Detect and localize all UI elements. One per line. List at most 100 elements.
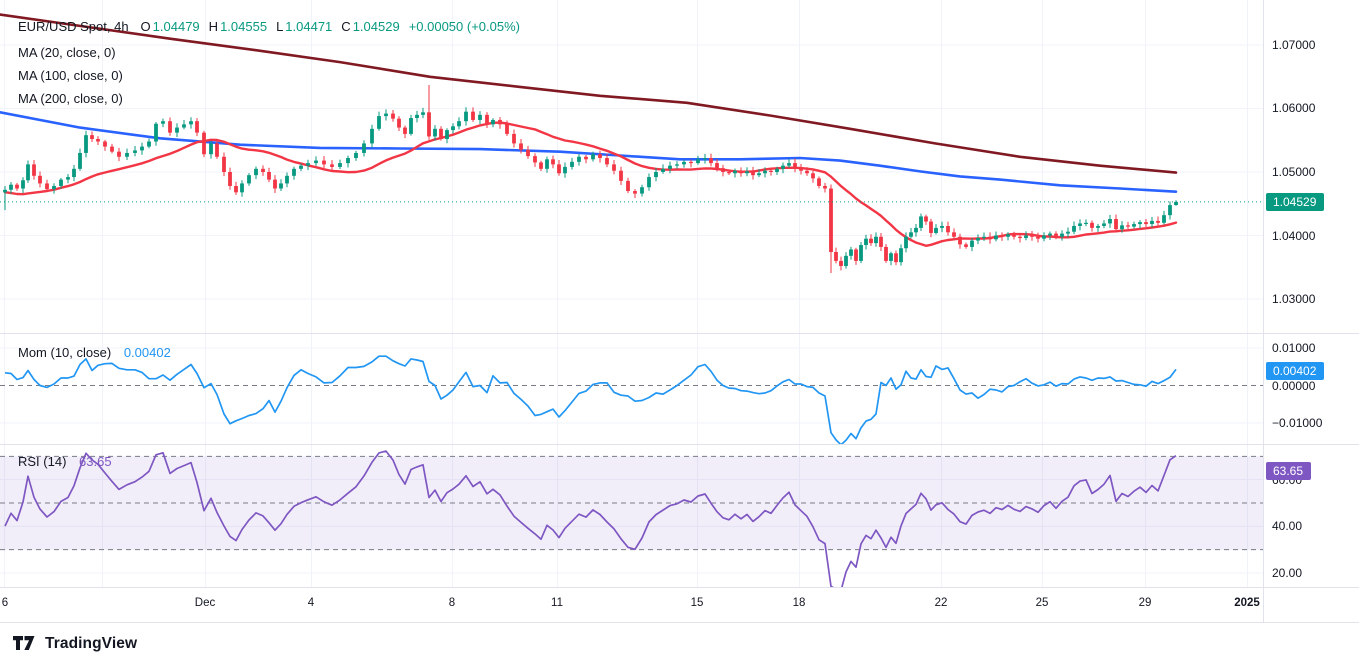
candle-body	[839, 260, 843, 266]
mom-axis-label: 0.00000	[1272, 378, 1316, 393]
candle-body	[854, 249, 858, 261]
candle-body	[279, 183, 283, 189]
candle-body	[763, 170, 767, 174]
ma-legend-row-2[interactable]: MA (200, close, 0)	[18, 91, 123, 106]
candle-body	[133, 150, 137, 153]
candle-body	[354, 152, 358, 159]
candle-body	[439, 128, 443, 139]
candle-body	[1174, 201, 1178, 206]
candle-body	[689, 161, 693, 164]
candle-body	[1054, 233, 1058, 237]
candle-body	[415, 114, 419, 119]
momentum-pane[interactable]	[0, 333, 1263, 444]
candle-body	[1078, 223, 1082, 226]
momentum-value-badge: 0.00402	[1266, 361, 1325, 380]
candle-body	[879, 236, 883, 247]
candle-body	[52, 185, 56, 190]
tradingview-logo-text: TradingView	[45, 635, 138, 652]
candle-body	[147, 141, 151, 147]
time-scale[interactable]	[0, 587, 1263, 622]
candle-body	[1018, 236, 1022, 239]
candle-body	[1030, 235, 1034, 237]
momentum-value: 0.00402	[123, 345, 171, 360]
candle-body	[751, 171, 755, 176]
candle-body	[154, 123, 158, 142]
main-chart-pane[interactable]	[0, 0, 1263, 333]
rsi-pane[interactable]	[0, 444, 1263, 587]
candle-body	[844, 255, 848, 266]
candle-body	[397, 118, 401, 128]
time-axis-label: 6	[1, 597, 9, 609]
candle-body	[84, 135, 88, 153]
rsi-legend-row[interactable]: RSI (14) 63.65	[18, 454, 112, 469]
momentum-legend-row[interactable]: Mom (10, close) 0.00402	[18, 345, 171, 360]
candle-body	[240, 183, 244, 193]
candle-body	[849, 249, 853, 256]
candle-body	[533, 156, 537, 163]
candle-body	[675, 164, 679, 166]
candle-body	[551, 159, 555, 165]
low-label: L	[276, 19, 284, 34]
candle-body	[362, 143, 366, 153]
price-axis-label: 1.05000	[1272, 165, 1316, 179]
low-value: 1.04471	[285, 19, 333, 34]
candle-body	[491, 119, 495, 125]
candle-body	[1084, 222, 1088, 224]
candle-body	[306, 163, 310, 166]
candle-body	[909, 232, 913, 237]
candle-body	[869, 238, 873, 244]
candle-body	[498, 119, 502, 125]
candle-body	[946, 225, 950, 233]
candle-body	[884, 246, 888, 261]
price-axis-label: 1.07000	[1272, 37, 1316, 52]
candle-body	[859, 245, 863, 261]
time-axis-label: 15	[690, 597, 704, 609]
candle-body	[21, 180, 25, 189]
candle-body	[781, 165, 785, 169]
time-axis-label: 29	[1138, 597, 1152, 609]
candle-body	[775, 168, 779, 172]
candle-body	[647, 177, 651, 188]
candle-body	[1102, 223, 1106, 226]
candle-body	[626, 180, 630, 192]
candle-body	[834, 252, 838, 261]
candle-body	[805, 170, 809, 174]
candle-body	[471, 111, 475, 120]
candle-body	[919, 216, 923, 228]
candle-body	[457, 121, 461, 127]
momentum-line	[4, 355, 1177, 444]
candle-body	[1024, 235, 1028, 239]
candle-body	[557, 164, 561, 174]
candle-body	[421, 112, 425, 115]
candle-body	[72, 168, 76, 178]
candle-body	[715, 163, 719, 169]
candles	[3, 85, 1178, 273]
ma-legend-row-1[interactable]: MA (100, close, 0)	[18, 68, 123, 83]
candle-body	[1006, 234, 1010, 237]
momentum-pane-drawing	[4, 355, 1177, 444]
candle-body	[1048, 233, 1052, 236]
candle-body	[1072, 225, 1076, 232]
candle-body	[485, 114, 489, 125]
candle-body	[228, 172, 232, 186]
high-label: H	[208, 19, 219, 34]
candle-body	[591, 154, 595, 160]
candle-body	[26, 164, 30, 181]
time-axis-label: 11	[551, 597, 563, 609]
candle-body	[952, 232, 956, 237]
candle-body	[267, 172, 271, 180]
tradingview-logo[interactable]: TradingView	[13, 635, 137, 653]
candle-body	[1144, 222, 1148, 225]
candle-body	[1090, 222, 1094, 228]
candle-body	[403, 127, 407, 134]
candle-body	[811, 173, 815, 179]
symbol-legend-row[interactable]: EUR/USD Spot, 4h O 1.04479 H 1.04555 L 1.04471…	[18, 19, 529, 34]
rsi-axis-label: 40.00	[1272, 519, 1303, 533]
ma-legend-row-0[interactable]: MA (20, close, 0)	[18, 45, 116, 60]
candle-body	[970, 240, 974, 247]
candle-body	[427, 112, 431, 137]
candle-body	[66, 177, 70, 180]
candle-body	[994, 235, 998, 240]
candle-body	[90, 135, 94, 139]
candle-body	[1156, 220, 1160, 223]
